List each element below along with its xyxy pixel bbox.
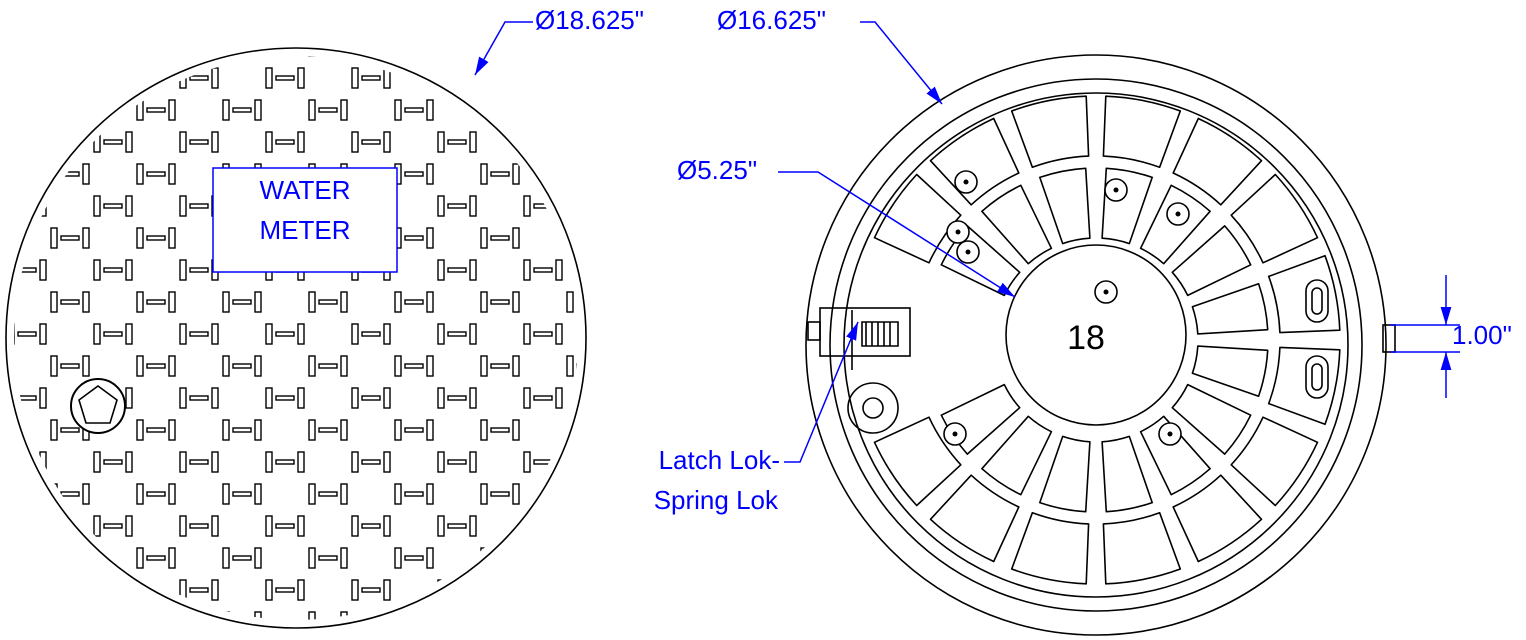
bolt-center <box>966 250 971 255</box>
rib-cell <box>982 416 1052 494</box>
rib-cell <box>1172 385 1250 455</box>
dimension: 1.00" <box>1452 320 1512 350</box>
dimension: Ø16.625" <box>717 5 826 35</box>
rib-cell <box>1173 119 1261 205</box>
rib-cell <box>1040 168 1090 243</box>
rib-cell <box>875 175 961 263</box>
rib-cell <box>1012 513 1089 584</box>
rib-cell <box>1231 417 1317 505</box>
rib-cell <box>982 185 1052 263</box>
latch-label: Spring Lok <box>654 485 779 515</box>
rib-cell <box>1173 475 1261 561</box>
rib-cell <box>1172 226 1250 296</box>
bolt-center <box>1104 290 1109 295</box>
bolt-center <box>1114 188 1119 193</box>
rib-cell <box>931 475 1019 561</box>
page: {"left_cover": {"label_lines": ["WATER",… <box>0 0 1526 640</box>
rib-cell <box>1102 168 1152 243</box>
leader <box>860 22 942 104</box>
rib-cell <box>1269 256 1340 333</box>
label-line: WATER <box>260 175 351 205</box>
rib-cell <box>1192 284 1267 334</box>
rib-cell <box>1192 346 1267 396</box>
dimension: Ø5.25" <box>677 155 757 185</box>
latch-label: Latch Lok- <box>659 445 780 475</box>
rib-cell <box>1269 347 1340 424</box>
rib-cell <box>1103 513 1180 584</box>
leader <box>475 22 533 75</box>
drawing: WATER METER Ø18.625" 18 Ø16.625" Ø5.25" … <box>0 0 1526 640</box>
bolt-center <box>953 432 958 437</box>
plug <box>71 379 125 433</box>
rib-cell <box>1103 96 1180 167</box>
label-line: METER <box>260 215 351 245</box>
rib-cell <box>931 119 1019 205</box>
bolt-center <box>956 230 961 235</box>
tread-pattern <box>0 0 600 640</box>
leader <box>784 322 858 462</box>
rib-cell <box>1102 436 1152 511</box>
rib-cell <box>1040 436 1090 511</box>
bolt-center <box>964 180 969 185</box>
dimension: Ø18.625" <box>535 5 644 35</box>
bolt-center <box>1176 212 1181 217</box>
rib-cell <box>1231 175 1317 263</box>
bolt-center <box>1168 432 1173 437</box>
center-number: 18 <box>1067 319 1105 357</box>
rib-cell <box>1012 96 1089 167</box>
